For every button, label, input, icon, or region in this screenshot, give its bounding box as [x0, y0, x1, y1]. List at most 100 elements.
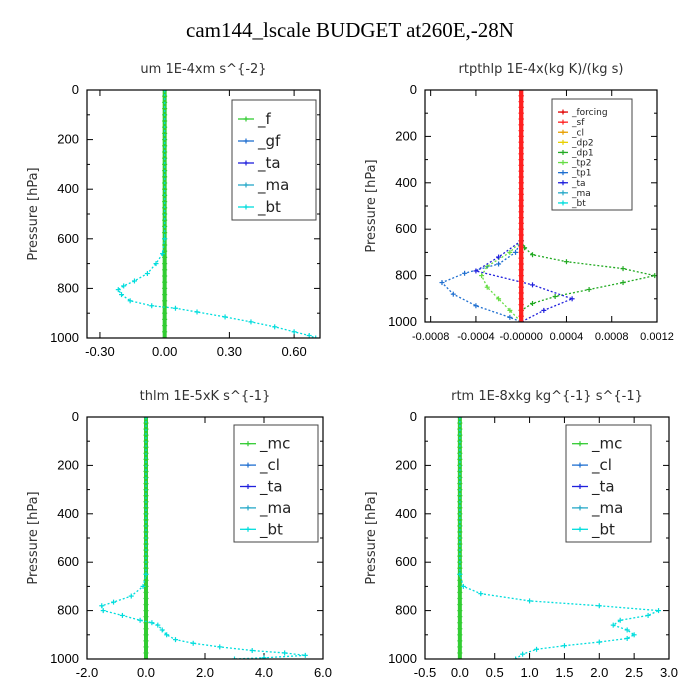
data-point-sf — [518, 128, 524, 134]
legend-marker — [245, 484, 251, 489]
data-point-bt — [478, 591, 484, 597]
data-point-f — [162, 310, 168, 316]
data-point-f — [162, 267, 168, 273]
data-point-mc — [457, 650, 463, 656]
data-point-sf — [518, 157, 524, 163]
legend-entry: _cl — [571, 128, 584, 138]
data-point-tp1 — [439, 280, 445, 286]
data-point-bt — [513, 656, 519, 659]
x-tick-label: 4.0 — [255, 665, 273, 680]
y-tick-label: 1000 — [388, 314, 417, 329]
data-point-mc — [143, 644, 149, 650]
data-point-tp1 — [507, 314, 513, 320]
panel-title: rtm 1E-8xkg kg^{-1} s^{-1} — [451, 389, 643, 404]
data-point-mc — [457, 602, 463, 608]
data-point-dp1 — [563, 259, 569, 265]
data-point-f — [162, 261, 168, 267]
data-point-bt — [617, 617, 623, 623]
legend-entry: _dp1 — [571, 148, 594, 158]
data-point-sf — [518, 168, 524, 174]
data-point-sf — [518, 261, 524, 267]
data-point-sf — [518, 90, 524, 93]
data-point-mc — [457, 632, 463, 638]
data-point-mc — [457, 644, 463, 650]
x-tick-label: 1.5 — [555, 665, 573, 680]
data-point-bt — [119, 292, 125, 298]
data-point-tp2 — [507, 249, 513, 255]
legend-entry: _ma — [257, 176, 289, 195]
x-tick-label: 1.0 — [521, 665, 539, 680]
legend-entry: _gf — [257, 132, 281, 151]
legend-entry: _bt — [259, 520, 283, 539]
legend-marker — [245, 526, 251, 532]
x-tick-label: 0.30 — [217, 344, 242, 359]
data-point-tp1 — [496, 261, 502, 267]
x-tick-label: 0.60 — [281, 344, 306, 359]
series-line-bt — [459, 417, 662, 659]
legend-entry: _sf — [571, 118, 585, 128]
data-point-bt — [460, 583, 466, 589]
data-point-mc — [457, 596, 463, 601]
data-point-sf — [518, 319, 524, 322]
data-point-tp2 — [479, 273, 485, 279]
data-point-mc — [457, 638, 463, 644]
y-tick-label: 1000 — [50, 330, 79, 345]
data-point-f — [162, 285, 168, 291]
data-point-bt — [119, 612, 125, 618]
data-point-bt — [645, 612, 651, 618]
plot-frame — [424, 416, 670, 660]
data-point-bt — [656, 608, 662, 614]
legend-marker — [245, 441, 251, 447]
data-point-ta_small — [473, 268, 479, 274]
legend-marker — [560, 119, 566, 125]
data-point-bt — [313, 335, 319, 338]
panel-title: thlm 1E-5xK s^{-1} — [140, 389, 271, 404]
data-point-bt — [261, 655, 267, 659]
data-point-mc — [143, 608, 149, 614]
data-point-sf — [518, 197, 524, 203]
data-point-mc — [143, 602, 149, 608]
x-tick-label: -0.30 — [85, 344, 115, 359]
x-tick-label: 0.0008 — [595, 331, 629, 343]
legend-entry: _f — [257, 110, 272, 129]
data-point-bt — [520, 651, 526, 657]
legend-entry: _ma — [591, 499, 623, 518]
data-point-sf — [518, 296, 524, 302]
legend-entry: _cl — [591, 456, 612, 475]
data-point-f — [162, 298, 168, 304]
legend-entry: _ta — [257, 154, 281, 173]
data-point-sf — [518, 244, 524, 250]
data-point-sf — [518, 104, 524, 110]
data-point-dp1 — [552, 293, 558, 299]
legend-entry: _forcing — [571, 108, 608, 118]
y-tick-label: 200 — [57, 457, 79, 472]
data-point-bt — [128, 593, 134, 599]
y-tick-label: 0 — [410, 82, 417, 97]
legend-marker — [243, 160, 249, 166]
x-tick-label: 0.0 — [451, 665, 469, 680]
x-tick-label: 0.0 — [137, 665, 155, 680]
data-point-tp1 — [513, 249, 519, 255]
data-point-bt — [111, 599, 117, 605]
y-axis-label: Pressure [hPa] — [364, 491, 379, 584]
data-point-sf — [518, 273, 524, 279]
data-point-tp2 — [507, 307, 513, 313]
data-point-sf — [518, 99, 524, 105]
legend-marker — [243, 138, 249, 144]
y-tick-label: 200 — [395, 457, 417, 472]
data-point-tp1 — [462, 270, 468, 276]
data-point-bt — [137, 617, 143, 623]
legend-marker — [577, 462, 583, 468]
x-tick-label: 0.0004 — [550, 331, 584, 343]
panel-title: rtpthlp 1E-4x(kg K)/(kg s) — [459, 62, 624, 77]
data-point-sf — [518, 116, 524, 122]
data-point-bt — [115, 287, 121, 293]
data-point-mc — [457, 577, 463, 583]
data-point-bt — [172, 305, 178, 311]
data-point-bt — [217, 644, 223, 650]
data-point-sf — [518, 186, 524, 192]
data-point-sf — [518, 145, 524, 151]
series-group — [115, 90, 319, 338]
data-point-mc — [143, 596, 149, 601]
